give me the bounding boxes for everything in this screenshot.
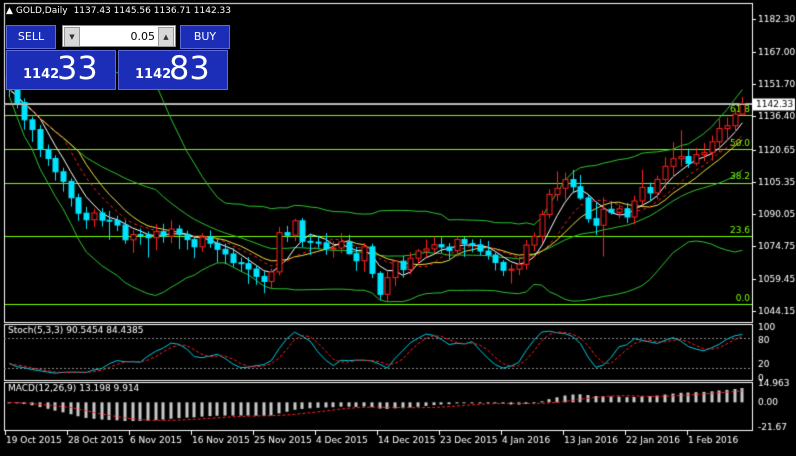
bid-price-pips: 33 <box>57 49 98 87</box>
sell-button[interactable]: SELL <box>6 25 56 49</box>
ask-price-prefix: 1142 <box>135 67 172 82</box>
chart-header: ▲ GOLD,Daily 1137.43 1145.56 1136.71 1142.… <box>6 6 231 16</box>
ohlc-values: 1137.43 1145.56 1136.71 1142.33 <box>73 6 232 16</box>
lot-size-input[interactable] <box>81 28 155 44</box>
ask-price-pips: 83 <box>169 49 210 87</box>
triangle-icon: ▲ <box>6 6 13 16</box>
one-click-trade-panel: SELL ▼ ▲ BUY 1142 33 1142 83 <box>6 23 230 90</box>
ask-price-box[interactable]: 1142 83 <box>118 49 228 90</box>
increase-lot-icon[interactable]: ▲ <box>158 27 174 47</box>
lot-size-stepper[interactable]: ▼ ▲ <box>62 25 176 47</box>
buy-button[interactable]: BUY <box>180 25 230 49</box>
symbol-label: GOLD,Daily <box>15 6 68 16</box>
bid-price-box[interactable]: 1142 33 <box>6 49 116 90</box>
bid-price-prefix: 1142 <box>23 67 60 82</box>
decrease-lot-icon[interactable]: ▼ <box>64 27 80 47</box>
